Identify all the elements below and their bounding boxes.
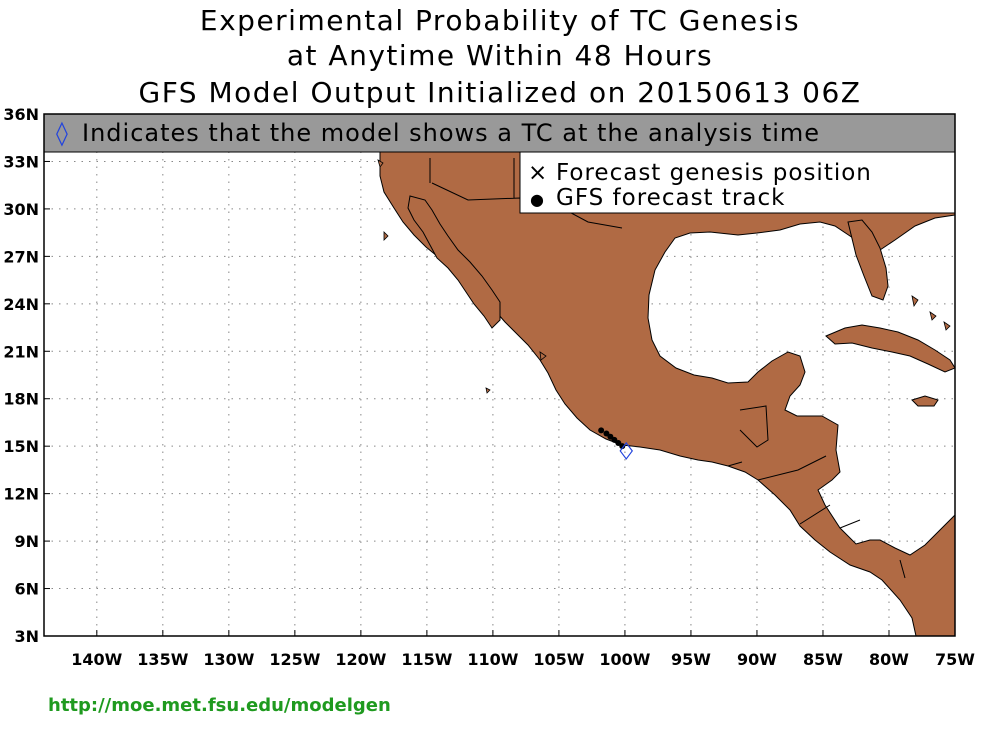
latitude-tick-label: 24N — [3, 295, 39, 314]
longitude-tick-label: 85W — [803, 650, 843, 669]
track-dot-icon: ● — [530, 190, 545, 209]
track-point — [598, 427, 605, 434]
longitude-tick-label: 120W — [335, 650, 386, 669]
latitude-axis: 36N 33N 30N 27N 24N 21N 18N 15N 12N 9N 6N 3N — [3, 105, 50, 646]
latitude-tick-label: 36N — [3, 105, 39, 124]
longitude-tick-label: 115W — [401, 650, 452, 669]
latitude-tick-label: 6N — [14, 580, 39, 599]
title-line-2: at Anytime Within 48 Hours — [286, 39, 714, 72]
latitude-tick-label: 18N — [3, 390, 39, 409]
forecast-track — [598, 427, 626, 450]
longitude-tick-label: 110W — [467, 650, 518, 669]
longitude-tick-label: 100W — [599, 650, 650, 669]
latitude-tick-label: 30N — [3, 200, 39, 219]
land-masses — [377, 149, 955, 636]
longitude-tick-label: 125W — [269, 650, 320, 669]
title-line-1: Experimental Probability of TC Genesis — [199, 4, 801, 37]
plot-frame — [43, 113, 956, 637]
latitude-tick-label: 12N — [3, 485, 39, 504]
latitude-tick-label: 27N — [3, 247, 39, 266]
longitude-tick-label: 75W — [935, 650, 975, 669]
banner-diamond-icon: ◊ — [56, 119, 69, 147]
latitude-tick-label: 9N — [14, 532, 39, 551]
longitude-tick-label: 105W — [533, 650, 584, 669]
legend-genesis-label: Forecast genesis position — [556, 160, 872, 186]
latitude-tick-label: 21N — [3, 342, 39, 361]
longitude-tick-label: 95W — [671, 650, 711, 669]
land-bahamas — [911, 295, 951, 331]
longitude-tick-label: 135W — [137, 650, 188, 669]
land-mexico-usa — [379, 149, 955, 636]
genesis-x-icon: × — [528, 160, 548, 186]
track-point — [619, 443, 626, 450]
land-florida — [847, 219, 889, 301]
latitude-tick-label: 33N — [3, 152, 39, 171]
land-baja-california — [407, 195, 501, 329]
land-islands — [377, 159, 547, 394]
longitude-tick-label: 130W — [203, 650, 254, 669]
longitude-tick-label: 140W — [71, 650, 122, 669]
land-jamaica — [911, 395, 939, 407]
legend-box — [519, 151, 956, 214]
banner-text: Indicates that the model shows a TC at t… — [82, 119, 820, 147]
legend-track-label: GFS forecast track — [556, 185, 785, 211]
longitude-axis: 140W 135W 130W 125W 120W 115W 110W 105W 100W 95W 9… — [71, 630, 975, 669]
latitude-tick-label: 15N — [3, 437, 39, 456]
title-line-3: GFS Model Output Initialized on 20150613… — [138, 76, 862, 109]
longitude-tick-label: 90W — [737, 650, 777, 669]
analysis-position-diamond-icon — [619, 441, 633, 460]
source-url[interactable]: http://moe.met.fsu.edu/modelgen — [48, 695, 391, 716]
analysis-time-banner — [43, 113, 956, 153]
land-cuba — [825, 324, 955, 373]
latitude-tick-label: 3N — [14, 627, 39, 646]
longitude-tick-label: 80W — [869, 650, 909, 669]
